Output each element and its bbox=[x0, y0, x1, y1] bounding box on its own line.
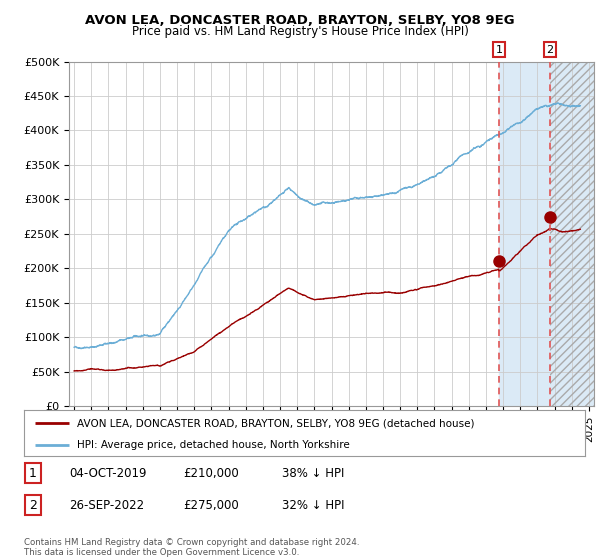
Text: 26-SEP-2022: 26-SEP-2022 bbox=[69, 498, 144, 512]
Text: Contains HM Land Registry data © Crown copyright and database right 2024.
This d: Contains HM Land Registry data © Crown c… bbox=[24, 538, 359, 557]
Bar bbox=[550, 62, 594, 406]
Text: AVON LEA, DONCASTER ROAD, BRAYTON, SELBY, YO8 9EG (detached house): AVON LEA, DONCASTER ROAD, BRAYTON, SELBY… bbox=[77, 418, 475, 428]
Text: 1: 1 bbox=[29, 466, 37, 480]
Bar bbox=[550, 62, 594, 406]
Text: AVON LEA, DONCASTER ROAD, BRAYTON, SELBY, YO8 9EG: AVON LEA, DONCASTER ROAD, BRAYTON, SELBY… bbox=[85, 14, 515, 27]
Text: 2: 2 bbox=[547, 45, 554, 55]
Text: Price paid vs. HM Land Registry's House Price Index (HPI): Price paid vs. HM Land Registry's House … bbox=[131, 25, 469, 38]
Text: 2: 2 bbox=[29, 498, 37, 512]
Text: £210,000: £210,000 bbox=[183, 466, 239, 480]
Text: 32% ↓ HPI: 32% ↓ HPI bbox=[282, 498, 344, 512]
Text: £275,000: £275,000 bbox=[183, 498, 239, 512]
Text: 04-OCT-2019: 04-OCT-2019 bbox=[69, 466, 146, 480]
Text: HPI: Average price, detached house, North Yorkshire: HPI: Average price, detached house, Nort… bbox=[77, 440, 350, 450]
Text: 1: 1 bbox=[496, 45, 502, 55]
Bar bbox=[499, 62, 594, 406]
Text: 38% ↓ HPI: 38% ↓ HPI bbox=[282, 466, 344, 480]
